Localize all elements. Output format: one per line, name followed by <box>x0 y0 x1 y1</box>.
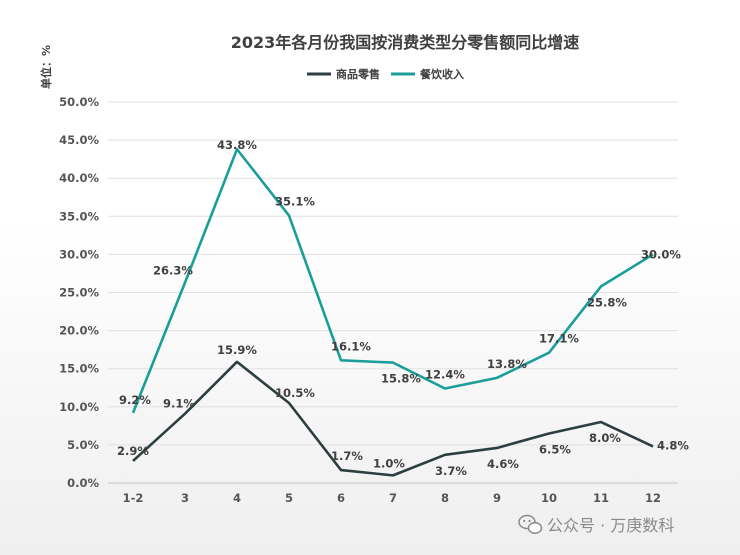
data-label: 10.5% <box>275 386 315 400</box>
y-axis-ticks: 0.0% 5.0% 10.0% 15.0% 20.0% 25.0% 30.0% 35.0% 40… <box>59 95 99 490</box>
y-tick-label: 15.0% <box>59 362 99 376</box>
x-tick-label: 4 <box>233 491 241 505</box>
chart-title: 2023年各月份我国按消费类型分零售额同比增速 <box>231 33 580 52</box>
data-label: 8.0% <box>589 431 621 445</box>
y-tick-label: 0.0% <box>67 476 99 490</box>
y-tick-label: 45.0% <box>59 133 99 147</box>
series-line-0 <box>132 360 654 477</box>
data-label: 30.0% <box>641 247 681 261</box>
series-line-1 <box>131 147 654 414</box>
data-label: 4.6% <box>487 457 519 471</box>
x-axis-ticks: 1-2 3 4 5 6 7 8 9 10 11 12 <box>123 491 661 505</box>
gridlines <box>108 101 678 484</box>
data-label: 9.2% <box>119 393 151 407</box>
x-tick-label: 6 <box>337 491 345 505</box>
x-tick-label: 10 <box>541 491 557 505</box>
y-tick-label: 30.0% <box>59 247 99 261</box>
watermark-text: 公众号 · 万庚数科 <box>547 516 674 535</box>
data-labels: 2.9% 9.1% 15.9% 10.5% 1.7% 1.0% 3.7% 4.6% 6.5% 8.… <box>117 138 689 478</box>
y-tick-label: 40.0% <box>59 171 99 185</box>
data-label: 4.8% <box>657 438 689 452</box>
data-label: 13.8% <box>487 357 527 371</box>
data-label: 9.1% <box>163 397 195 411</box>
data-label: 1.7% <box>331 449 363 463</box>
legend-label: 商品零售 <box>336 67 380 81</box>
data-label: 12.4% <box>425 368 465 382</box>
x-tick-label: 11 <box>593 491 609 505</box>
x-tick-label: 9 <box>493 491 501 505</box>
data-label: 26.3% <box>153 264 193 278</box>
data-label: 2.9% <box>117 444 149 458</box>
x-tick-label: 3 <box>181 491 189 505</box>
x-tick-label: 7 <box>389 491 397 505</box>
data-label: 3.7% <box>435 464 467 478</box>
y-tick-label: 10.0% <box>59 400 99 414</box>
y-tick-label: 35.0% <box>59 209 99 223</box>
legend-label: 餐饮收入 <box>419 67 464 81</box>
data-label: 15.8% <box>381 372 421 386</box>
x-tick-label: 12 <box>645 491 661 505</box>
legend: 商品零售 餐饮收入 <box>307 67 464 81</box>
watermark: 公众号 · 万庚数科 <box>518 514 674 535</box>
wechat-icon <box>518 514 543 534</box>
x-tick-label: 1-2 <box>123 491 144 505</box>
series-lines <box>131 147 654 477</box>
data-label: 35.1% <box>275 195 315 209</box>
y-tick-label: 20.0% <box>59 324 99 338</box>
data-label: 25.8% <box>587 295 627 309</box>
y-tick-label: 5.0% <box>67 438 99 452</box>
data-label: 15.9% <box>217 343 257 357</box>
data-label: 43.8% <box>217 138 257 152</box>
x-tick-label: 5 <box>285 491 293 505</box>
data-label: 16.1% <box>331 339 371 353</box>
y-tick-label: 25.0% <box>59 286 99 300</box>
y-tick-label: 50.0% <box>59 95 99 109</box>
data-label: 17.1% <box>539 332 579 346</box>
y-axis-unit: 单位：% <box>39 45 53 89</box>
x-tick-label: 8 <box>441 491 449 505</box>
data-label: 6.5% <box>539 442 571 456</box>
data-label: 1.0% <box>373 456 405 470</box>
